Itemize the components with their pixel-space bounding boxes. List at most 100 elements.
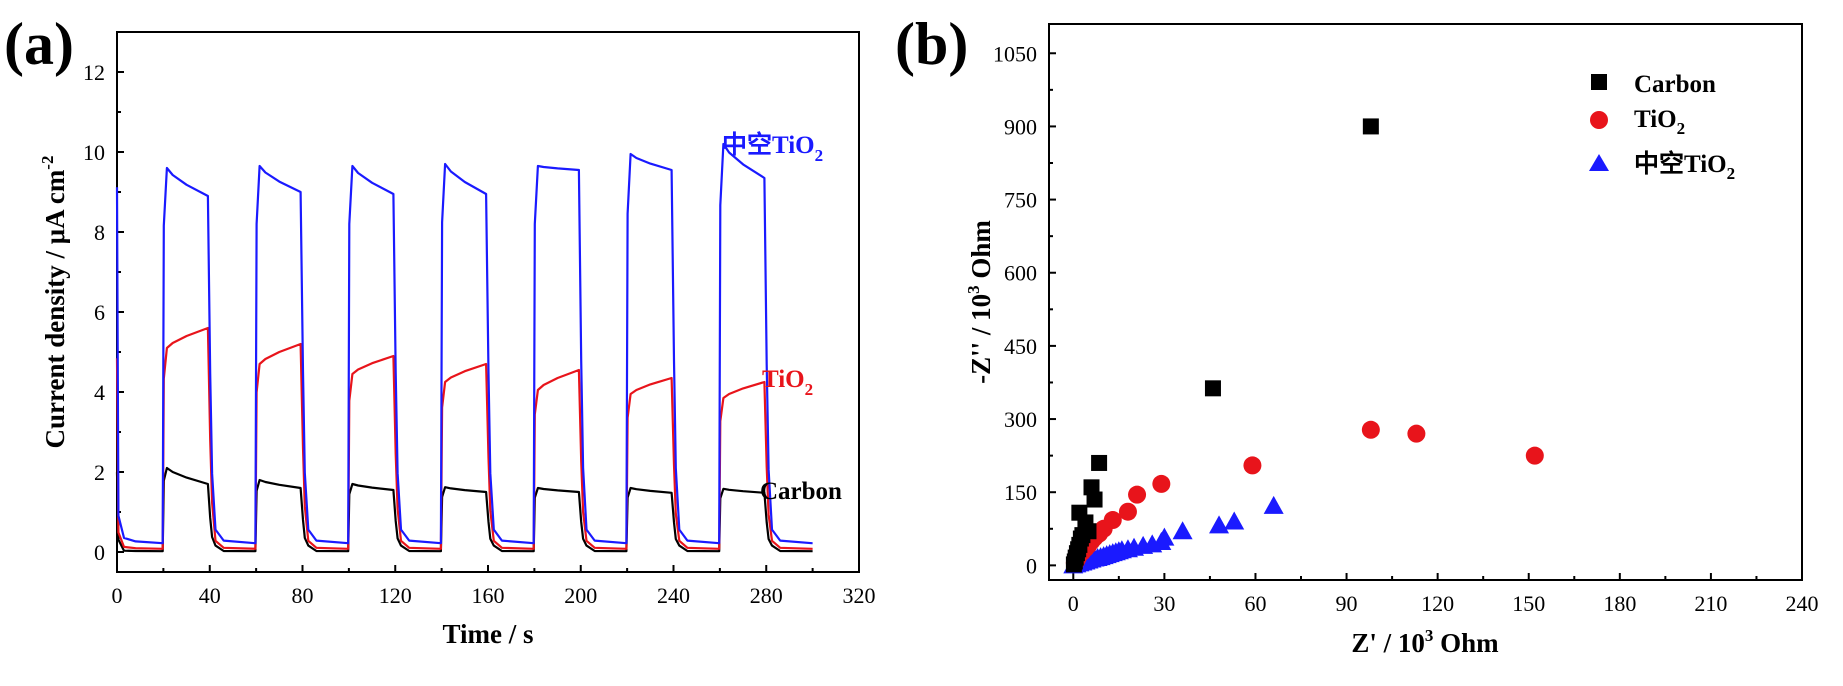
legend-label-hollow-tio2-sub: 2 <box>1727 164 1736 183</box>
y-tick-label: 300 <box>1004 407 1037 432</box>
y-tick-label: 0 <box>94 540 105 565</box>
panel-b-frame <box>1048 23 1803 581</box>
y-tick-label: 1050 <box>993 41 1037 66</box>
legend-marker-circle <box>1590 111 1608 129</box>
panel-b-y-ticks: 0 150 300 450 600 750 900 1050 <box>993 41 1056 578</box>
panel-b-series <box>1063 118 1544 574</box>
data-point <box>1128 485 1147 504</box>
data-point <box>1086 491 1103 508</box>
legend-item-tio2: TiO2 <box>1590 106 1685 138</box>
y-tick-label: 600 <box>1004 261 1037 286</box>
panel-a: (a) 0 40 80 120 160 200 240 280 320 0 2 4 6 8 10 12 Ti… <box>4 11 876 649</box>
panel-b-y-axis-label-unit: Ohm <box>966 220 996 286</box>
y-tick-label: 0 <box>1026 553 1037 578</box>
data-point <box>1103 511 1122 530</box>
panel-b-label: (b) <box>895 11 968 77</box>
y-tick-label: 12 <box>83 60 105 85</box>
data-point <box>1209 515 1230 534</box>
legend-label-hollow-tio2: 中空TiO2 <box>1634 149 1735 183</box>
data-point <box>1525 446 1544 465</box>
legend-label-tio2: TiO2 <box>1634 106 1685 138</box>
data-point <box>1083 479 1100 496</box>
x-tick-label: 280 <box>750 583 783 608</box>
legend-marker-triangle <box>1589 154 1609 171</box>
legend-marker-square <box>1591 74 1607 90</box>
panel-a-y-axis-label: Current density / μA cm-2 <box>38 156 70 449</box>
data-point <box>1407 424 1426 443</box>
x-tick-label: 150 <box>1512 591 1545 616</box>
legend-label-tio2-text: TiO <box>1634 106 1677 133</box>
x-tick-label: 60 <box>1244 591 1266 616</box>
panel-b-x-axis-label-unit: Ohm <box>1433 628 1499 658</box>
x-tick-label: 120 <box>379 583 412 608</box>
legend: Carbon TiO2 中空TiO2 <box>1589 71 1735 183</box>
legend-label-hollow-tio2-text: 中空TiO <box>1634 149 1727 178</box>
y-tick-label: 10 <box>83 140 105 165</box>
panel-b-y-axis-label-sup: 3 <box>964 285 983 294</box>
data-point <box>1263 495 1284 514</box>
panel-b-x-ticks: 0 30 60 90 120 150 180 210 240 <box>1068 573 1819 616</box>
panel-a-label: (a) <box>4 11 74 77</box>
series-line <box>115 466 813 553</box>
annotation-hollow-tio2-sub: 2 <box>815 146 824 165</box>
y-tick-label: 900 <box>1004 114 1037 139</box>
y-tick-label: 750 <box>1004 188 1037 213</box>
x-tick-label: 0 <box>1068 591 1079 616</box>
x-tick-label: 160 <box>472 583 505 608</box>
x-tick-label: 90 <box>1336 591 1358 616</box>
annotation-hollow-tio2: 中空TiO2 <box>722 130 823 165</box>
panel-a-y-ticks: 0 2 4 6 8 10 12 <box>83 60 124 565</box>
data-point <box>1152 474 1171 493</box>
x-tick-label: 80 <box>292 583 314 608</box>
annotation-carbon-text: Carbon <box>760 478 842 505</box>
series-line <box>115 326 813 550</box>
panel-b-y-axis-label-text: -Z'' / 10 <box>966 294 996 384</box>
x-tick-label: 320 <box>843 583 876 608</box>
x-tick-label: 40 <box>199 583 221 608</box>
data-point <box>1172 521 1193 540</box>
x-tick-label: 210 <box>1694 591 1727 616</box>
panel-b-x-axis-label-sup: 3 <box>1425 626 1434 645</box>
panel-a-x-ticks: 0 40 80 120 160 200 240 280 320 <box>112 565 876 608</box>
y-tick-label: 450 <box>1004 334 1037 359</box>
legend-label-carbon: Carbon <box>1634 71 1716 98</box>
y-tick-label: 6 <box>94 300 105 325</box>
data-point <box>1243 456 1262 475</box>
y-tick-label: 4 <box>94 380 105 405</box>
panel-a-y-axis-label-sup: -2 <box>38 156 57 170</box>
panel-b-x-axis-label-text: Z' / 10 <box>1351 628 1425 658</box>
y-tick-label: 8 <box>94 220 105 245</box>
legend-label-tio2-sub: 2 <box>1677 119 1686 138</box>
y-tick-label: 150 <box>1004 480 1037 505</box>
annotation-tio2-sub: 2 <box>805 380 814 399</box>
x-tick-label: 240 <box>657 583 690 608</box>
legend-item-carbon: Carbon <box>1591 71 1716 98</box>
data-point <box>1154 527 1175 546</box>
annotation-hollow-tio2-text: 中空TiO <box>722 130 815 159</box>
data-point <box>1361 420 1380 439</box>
x-tick-label: 240 <box>1786 591 1819 616</box>
data-point <box>1080 523 1097 540</box>
annotation-tio2-text: TiO <box>762 366 805 393</box>
panel-b: (b) 0 30 60 90 120 150 180 210 240 0 150 300 450 600… <box>895 11 1819 658</box>
data-point <box>1118 502 1137 521</box>
x-tick-label: 180 <box>1603 591 1636 616</box>
data-point <box>1204 380 1221 397</box>
series-square-points <box>1065 118 1379 573</box>
series-line <box>115 142 813 545</box>
x-tick-label: 200 <box>564 583 597 608</box>
annotation-carbon: Carbon <box>760 478 842 505</box>
data-point <box>1224 511 1245 530</box>
annotation-tio2: TiO2 <box>762 366 813 399</box>
x-tick-label: 0 <box>112 583 123 608</box>
data-point <box>1362 118 1379 135</box>
panel-a-x-axis-label: Time / s <box>442 619 533 649</box>
panel-b-x-axis-label: Z' / 103 Ohm <box>1351 626 1499 658</box>
panel-a-y-axis-label-text: Current density / μA cm <box>40 169 70 448</box>
panel-a-series <box>115 142 813 553</box>
legend-item-hollow-tio2: 中空TiO2 <box>1589 149 1735 183</box>
y-tick-label: 2 <box>94 460 105 485</box>
x-tick-label: 120 <box>1421 591 1454 616</box>
x-tick-label: 30 <box>1153 591 1175 616</box>
